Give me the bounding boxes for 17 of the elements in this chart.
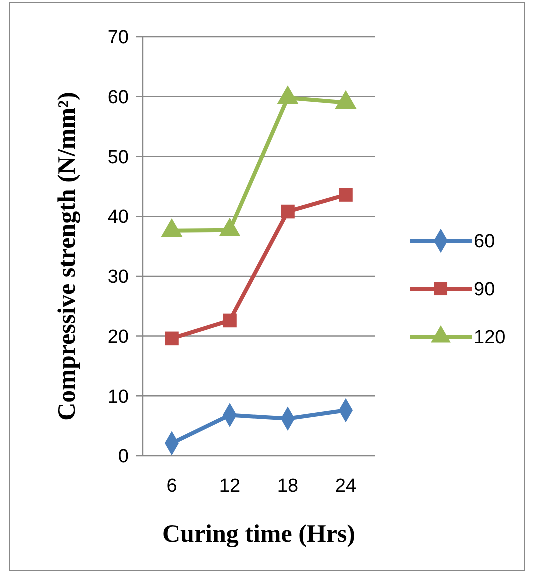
y-axis-title: Compressive strength (N/mm²) — [54, 92, 81, 421]
legend-label: 60 — [474, 232, 496, 253]
legend-label: 120 — [474, 328, 506, 349]
y-tick-label: 50 — [108, 147, 129, 168]
y-tick-label: 60 — [108, 88, 129, 109]
x-tick-label: 6 — [166, 476, 178, 497]
legend-label: 90 — [474, 280, 496, 301]
y-tick-label: 40 — [108, 207, 129, 228]
x-tick-label: 18 — [277, 476, 299, 497]
y-tick-label: 0 — [118, 446, 129, 468]
y-tick-label: 30 — [108, 267, 129, 288]
y-tick-label: 20 — [108, 326, 129, 348]
x-tick-label: 12 — [219, 476, 241, 497]
x-tick-label: 24 — [335, 476, 357, 497]
y-tick-label: 10 — [108, 386, 129, 408]
y-tick-label: 70 — [108, 28, 129, 49]
x-axis-title: Curing time (Hrs) — [162, 521, 356, 548]
